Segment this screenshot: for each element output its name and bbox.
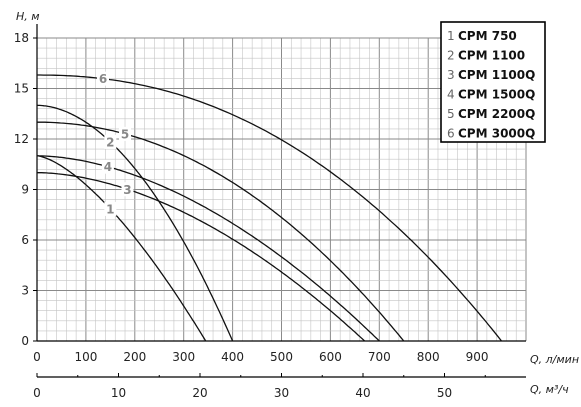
y-axis-title: H, м (16, 10, 40, 23)
x-tick-label: 600 (319, 350, 342, 364)
legend-entry-name: CPM 1100 (458, 49, 525, 63)
legend-entry-index: 1 (447, 29, 455, 43)
curve-label: 4 (104, 160, 112, 174)
curve-label: 3 (123, 183, 131, 197)
legend-entry-index: 4 (447, 88, 455, 102)
curve-labels: 1 2 34 5 6 (97, 71, 134, 216)
legend-entry-index: 6 (447, 127, 455, 141)
y-tick-label: 15 (14, 82, 29, 96)
x2-tick-label: 30 (274, 386, 289, 400)
curve-label-bg (119, 126, 132, 141)
x-tick-label: 400 (221, 350, 244, 364)
grid (36, 37, 527, 342)
legend-entry-index: 2 (447, 49, 455, 63)
x-tick-label: 100 (74, 350, 97, 364)
curve-series-3 (37, 172, 366, 342)
y-tick-label: 18 (14, 31, 29, 45)
x-axis-title: Q, л/мин (530, 353, 579, 366)
legend-entry-name: CPM 1500Q (458, 88, 535, 102)
x2-tick-label: 50 (437, 386, 452, 400)
y-tick-label: 0 (21, 334, 29, 348)
curve-series-1 (36, 155, 207, 342)
curve-label: 6 (99, 72, 107, 86)
curve-series-5 (37, 121, 405, 342)
x-tick-label: 300 (172, 350, 195, 364)
legend-entry-name: CPM 1100Q (458, 68, 535, 82)
x-tick-label: 500 (270, 350, 293, 364)
legend-entry-index: 3 (447, 68, 455, 82)
legend-entry-name: CPM 2200Q (458, 107, 535, 121)
x-tick-label: 200 (123, 350, 146, 364)
legend-entry-index: 5 (447, 107, 455, 121)
x2-tick-label: 20 (192, 386, 207, 400)
legend-entry-name: CPM 3000Q (458, 127, 535, 141)
legend-entry-name: CPM 750 (458, 29, 517, 43)
x2-tick-label: 10 (111, 386, 126, 400)
curve-label: 2 (106, 135, 114, 149)
y-tick-label: 9 (21, 183, 29, 197)
curve-label-bg (97, 71, 110, 86)
curve-series-4 (36, 155, 380, 342)
x-tick-label: 800 (417, 350, 440, 364)
x2-tick-label: 40 (355, 386, 370, 400)
x-tick-label: 700 (368, 350, 391, 364)
x2-tick-label: 0 (33, 386, 41, 400)
curve-series-2 (36, 104, 234, 342)
y-tick-label: 3 (21, 284, 29, 298)
performance-curves (36, 74, 503, 342)
x-tick-label: 0 (33, 350, 41, 364)
y-tick-label: 6 (21, 233, 29, 247)
curve-label: 1 (106, 202, 114, 216)
curve-label-bg (101, 159, 114, 174)
y-tick-label: 12 (14, 132, 29, 146)
curve-label-bg (121, 182, 134, 197)
x2-axis-title: Q, м³/ч (530, 383, 569, 396)
legend-box (440, 21, 546, 143)
curve-label-bg (104, 201, 117, 216)
curve-series-6 (37, 74, 503, 342)
curve-label-bg (104, 134, 117, 149)
curve-label: 5 (121, 127, 129, 141)
x-tick-label: 900 (466, 350, 489, 364)
